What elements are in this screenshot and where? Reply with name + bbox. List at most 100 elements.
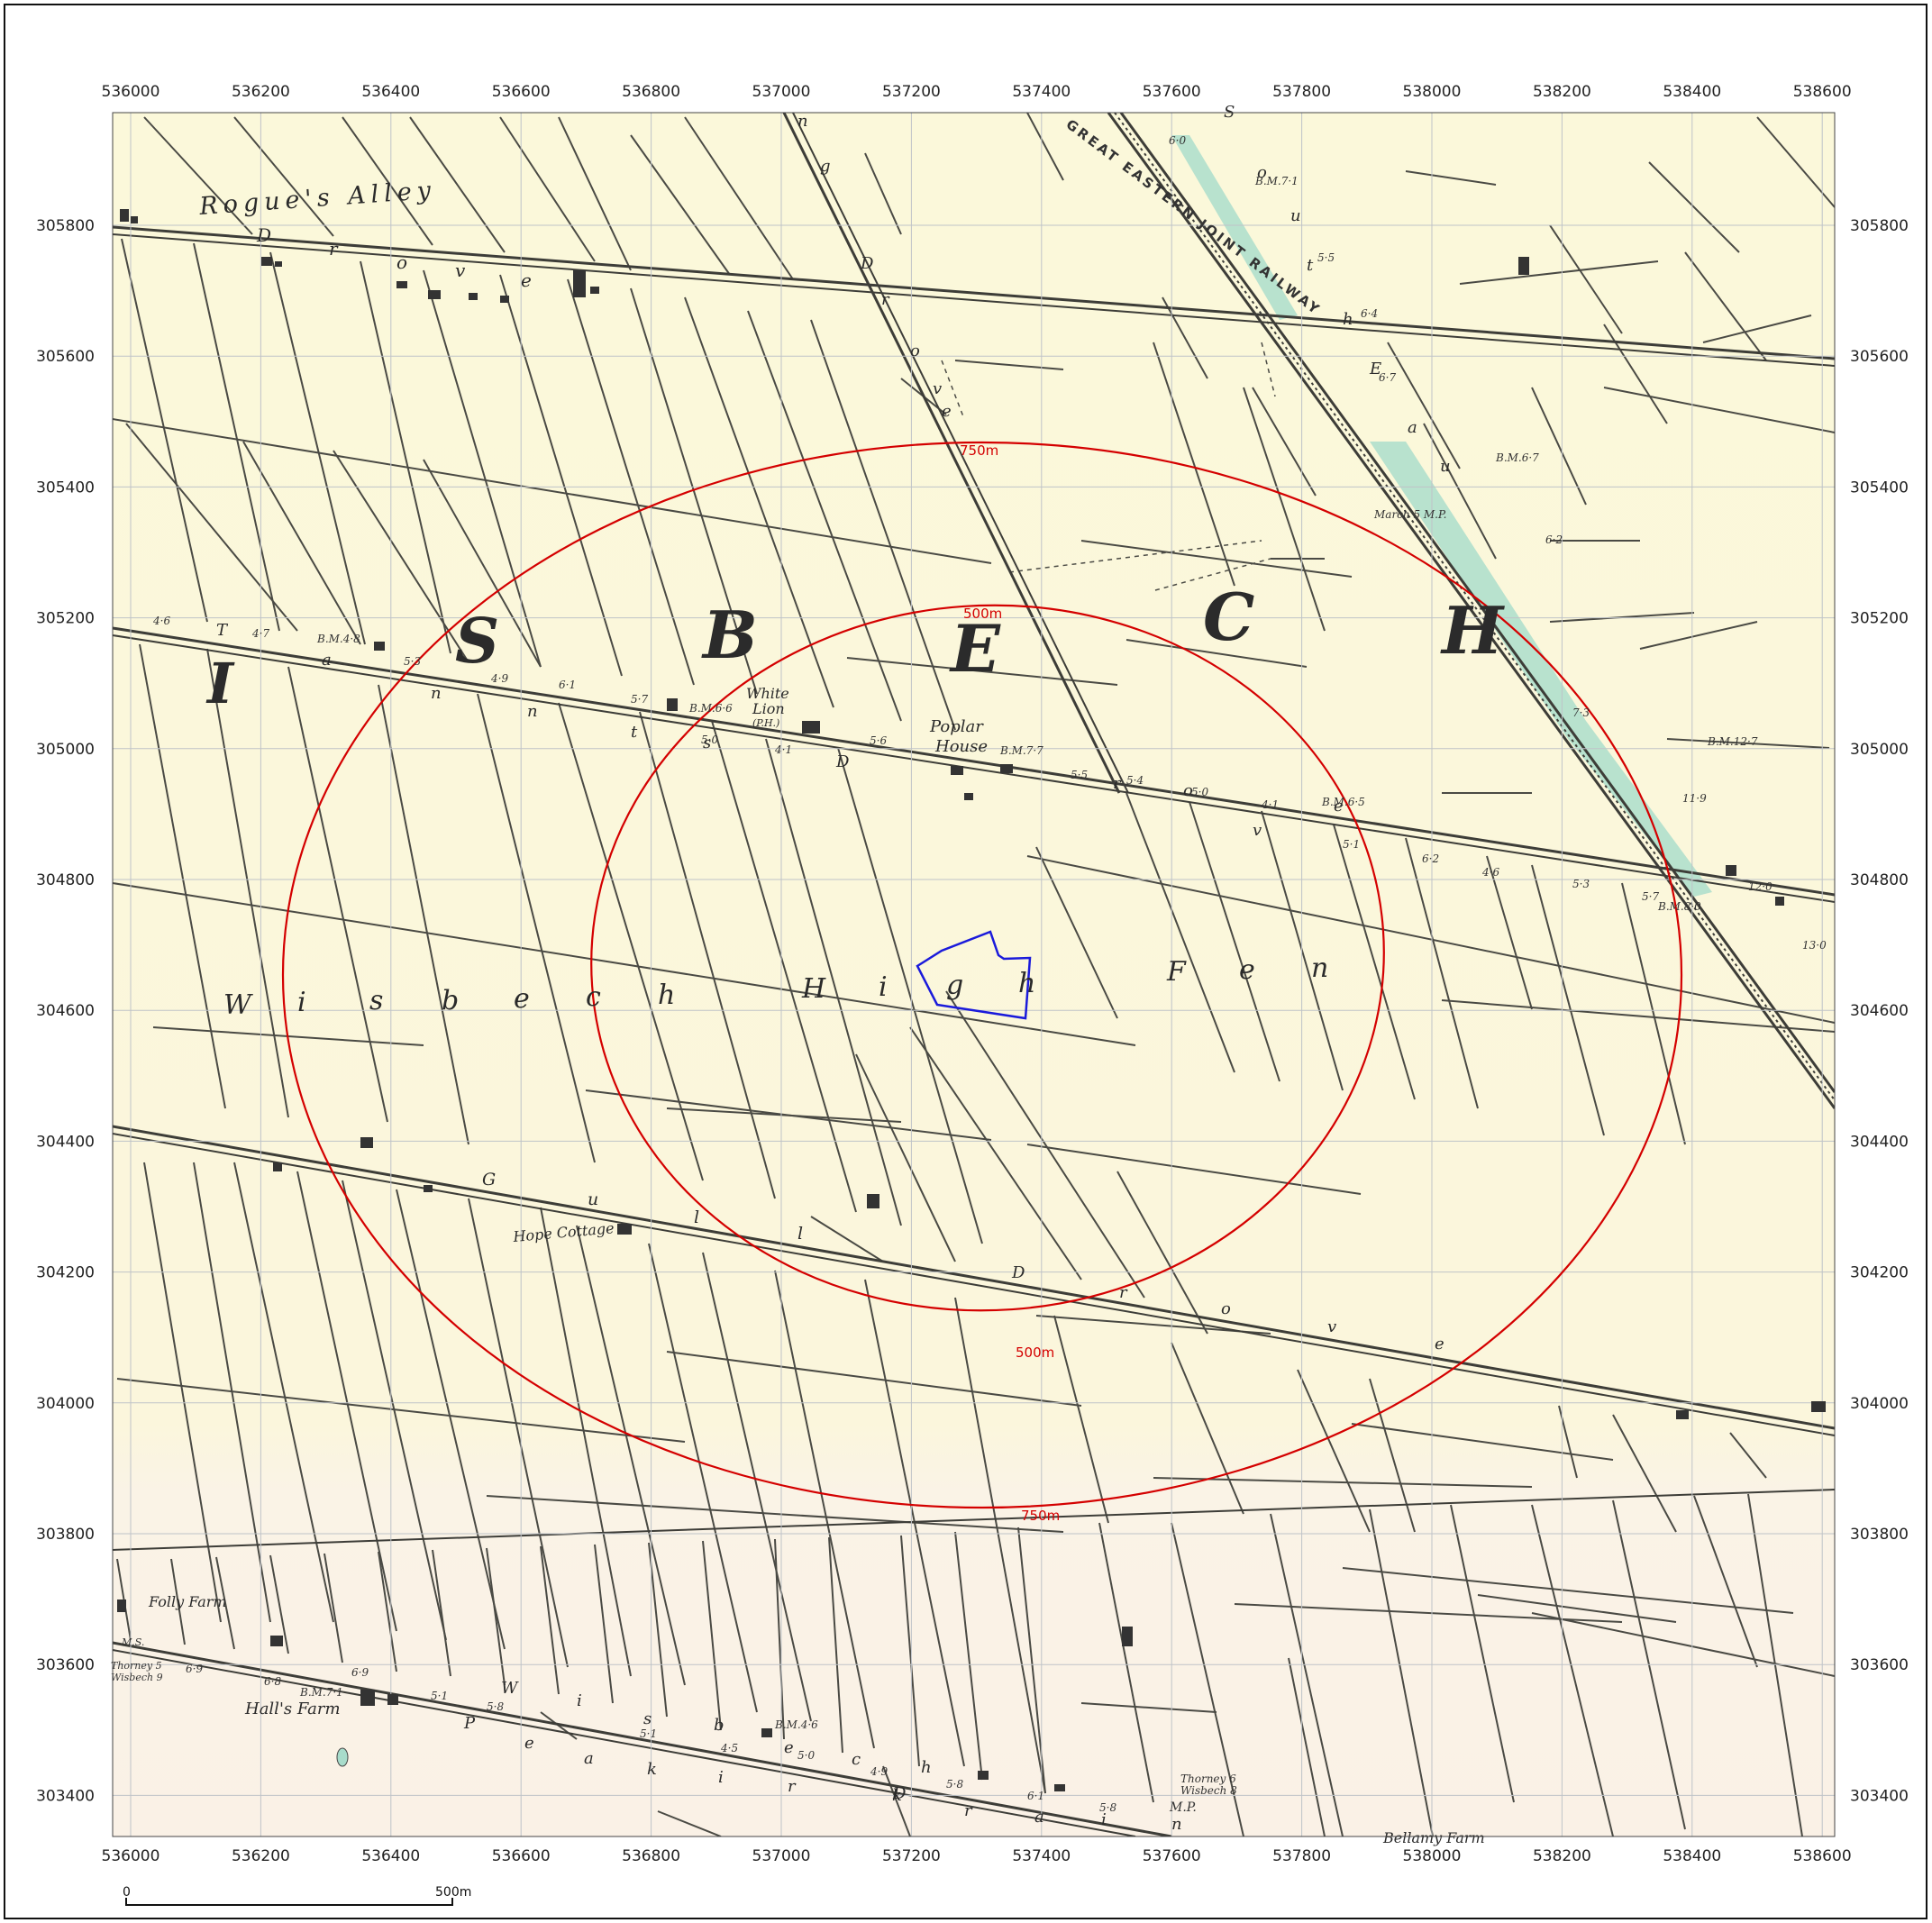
spot-height: B.M.6·6	[688, 702, 733, 715]
x-tick-label-top: 536400	[361, 83, 420, 101]
road-letter: D	[256, 224, 271, 246]
field-boundary	[477, 693, 596, 1163]
field-boundary	[684, 116, 794, 280]
spot-height: 5·7	[631, 693, 648, 706]
road-letter: k	[892, 1786, 902, 1805]
x-tick-label-bottom: 536200	[232, 1847, 290, 1865]
field-boundary	[296, 1171, 397, 1632]
y-axis-right: 305800 305600 305400 305200 305000 304800 3046…	[1850, 217, 1909, 1805]
fen-letter: n	[1311, 952, 1328, 984]
field-boundary	[1026, 855, 1835, 1024]
field-boundary	[1080, 1702, 1217, 1713]
field-boundary	[1026, 113, 1064, 181]
field-boundary	[1405, 170, 1497, 186]
field-boundary	[909, 1026, 1082, 1280]
field-boundary	[1531, 864, 1605, 1136]
spot-height: 5·3	[1572, 878, 1590, 890]
road-letter: s	[703, 734, 711, 752]
field-boundary	[837, 747, 983, 1244]
field-boundary	[1125, 639, 1308, 668]
road-letter: s	[643, 1709, 652, 1728]
field-boundary	[1702, 314, 1812, 343]
road-letter: e	[784, 1738, 794, 1757]
y-tick-label-left: 303800	[36, 1526, 95, 1544]
os-grid	[113, 113, 1835, 1836]
site-boundary	[916, 930, 1032, 1020]
road-letter: v	[1327, 1317, 1336, 1336]
road-letter: o	[1221, 1299, 1231, 1318]
spot-height: B.M.4·6	[774, 1718, 818, 1731]
field-boundary	[287, 666, 388, 1123]
field-boundary	[1270, 1513, 1344, 1836]
x-tick-label-bottom: 538600	[1793, 1847, 1852, 1865]
field-boundary	[242, 441, 361, 645]
spot-height: 4·9	[490, 672, 508, 685]
field-boundary	[1297, 1369, 1371, 1533]
label-ms: M.S.	[121, 1636, 144, 1648]
field-boundary	[1423, 423, 1497, 560]
field-boundary	[765, 738, 902, 1226]
x-tick-label-top: 537200	[882, 83, 941, 101]
field-boundary	[324, 1553, 343, 1663]
field-boundary	[1369, 1508, 1434, 1836]
spot-height: 5·7	[1642, 890, 1659, 903]
y-tick-label-left: 305600	[36, 348, 95, 366]
road-letter: E	[1369, 360, 1381, 378]
road-letter: u	[588, 1189, 598, 1209]
road-letter: o	[910, 342, 920, 360]
label-poplar-house-2: House	[934, 737, 988, 756]
y-tick-label-left: 303600	[36, 1656, 95, 1674]
label-wisbech-8: Wisbech 8	[1180, 1784, 1237, 1797]
y-tick-label-right: 305400	[1850, 478, 1909, 497]
field-boundary	[215, 1556, 235, 1650]
field-boundary	[648, 1542, 668, 1718]
label-white-lion-2: Lion	[752, 700, 785, 717]
spot-height: 6·4	[1361, 307, 1378, 320]
spot-height: 13·0	[1802, 939, 1827, 952]
field-boundary	[1621, 882, 1686, 1145]
x-tick-label-top: 537400	[1012, 83, 1071, 101]
road-letter: a	[1034, 1808, 1044, 1827]
label-halls-farm: Hall's Farm	[244, 1700, 341, 1718]
field-boundary	[170, 1558, 186, 1645]
field-boundary	[1351, 1423, 1614, 1461]
road-letter: o	[1183, 781, 1193, 800]
scale-bar: 0 500m	[123, 1885, 471, 1906]
field-boundary	[113, 418, 992, 564]
spot-height: 5·8	[487, 1700, 504, 1713]
field-boundary	[269, 251, 366, 645]
x-tick-label-bottom: 537400	[1012, 1847, 1071, 1865]
road-letter: i	[577, 1691, 582, 1710]
buffer-rings	[281, 441, 1683, 1509]
field-boundary	[1693, 1495, 1758, 1668]
field-boundary	[233, 116, 334, 237]
label-thorney-6: Thorney 6	[1180, 1773, 1236, 1785]
field-boundary	[810, 1216, 884, 1262]
field-boundary	[1017, 1527, 1046, 1794]
field-boundary	[864, 152, 902, 235]
field-boundary	[269, 1554, 289, 1654]
road-letter: D	[892, 1784, 907, 1803]
road-letter: l	[694, 1208, 699, 1227]
field-boundary	[409, 116, 506, 253]
field-boundary	[1162, 296, 1208, 379]
road-letter: r	[788, 1777, 797, 1796]
field-boundary	[1612, 1414, 1677, 1533]
spot-height: 6·9	[186, 1663, 203, 1675]
spot-height: 6·0	[1169, 134, 1186, 147]
field-boundary	[499, 116, 596, 262]
y-tick-label-right: 305600	[1850, 348, 1909, 366]
field-boundary	[378, 684, 469, 1145]
area-letter: E	[949, 610, 1001, 687]
field-boundary	[1171, 1342, 1244, 1515]
field-boundary	[1098, 1522, 1154, 1803]
field-boundary	[1369, 1378, 1416, 1533]
field-boundary	[954, 1297, 1046, 1794]
label-march-5: March 5 M.P.	[1373, 508, 1446, 521]
road-letter: r	[881, 290, 890, 309]
buildings	[117, 209, 1826, 1791]
field-boundaries	[113, 113, 1835, 1836]
field-boundary	[1639, 621, 1758, 650]
field-boundary	[1648, 161, 1740, 253]
